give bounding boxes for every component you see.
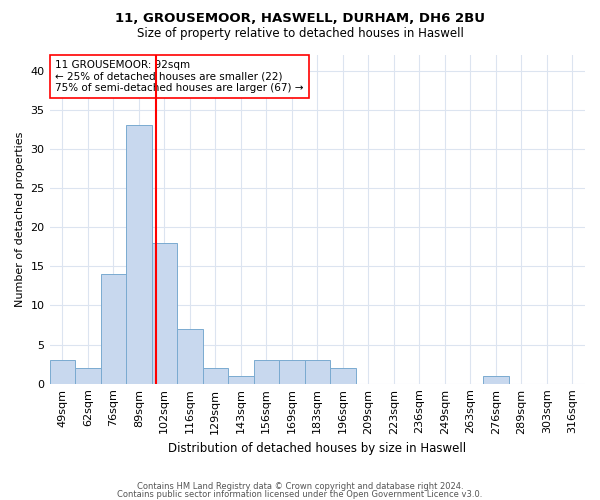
Bar — [305, 360, 330, 384]
Bar — [228, 376, 254, 384]
Text: 11, GROUSEMOOR, HASWELL, DURHAM, DH6 2BU: 11, GROUSEMOOR, HASWELL, DURHAM, DH6 2BU — [115, 12, 485, 26]
X-axis label: Distribution of detached houses by size in Haswell: Distribution of detached houses by size … — [168, 442, 466, 455]
Y-axis label: Number of detached properties: Number of detached properties — [15, 132, 25, 307]
Text: Size of property relative to detached houses in Haswell: Size of property relative to detached ho… — [137, 28, 463, 40]
Text: 11 GROUSEMOOR: 92sqm
← 25% of detached houses are smaller (22)
75% of semi-detac: 11 GROUSEMOOR: 92sqm ← 25% of detached h… — [55, 60, 304, 93]
Bar — [279, 360, 305, 384]
Bar — [152, 243, 177, 384]
Bar — [75, 368, 101, 384]
Bar — [101, 274, 126, 384]
Bar — [330, 368, 356, 384]
Bar — [177, 329, 203, 384]
Bar — [254, 360, 279, 384]
Bar — [483, 376, 509, 384]
Bar — [50, 360, 75, 384]
Text: Contains public sector information licensed under the Open Government Licence v3: Contains public sector information licen… — [118, 490, 482, 499]
Text: Contains HM Land Registry data © Crown copyright and database right 2024.: Contains HM Land Registry data © Crown c… — [137, 482, 463, 491]
Bar — [126, 126, 152, 384]
Bar — [203, 368, 228, 384]
